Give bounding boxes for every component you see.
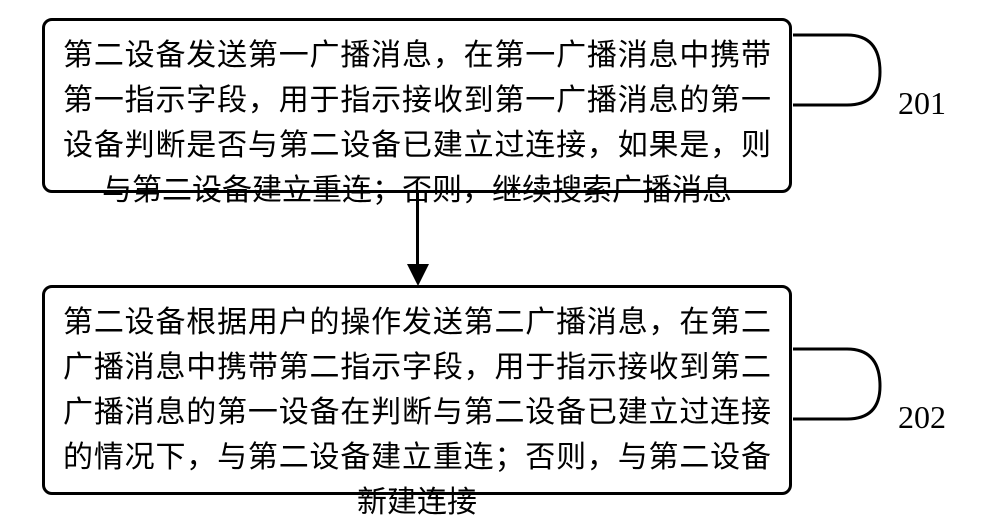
arrow-head-icon (407, 264, 429, 286)
connector-202-icon (792, 346, 892, 496)
flowchart-container: 第二设备发送第一广播消息，在第一广播消息中携带第一指示字段，用于指示接收到第一广… (0, 0, 1000, 512)
flow-step-201: 第二设备发送第一广播消息，在第一广播消息中携带第一指示字段，用于指示接收到第一广… (42, 18, 792, 193)
label-201: 201 (898, 85, 946, 122)
step-202-text: 第二设备根据用户的操作发送第二广播消息，在第二广播消息中携带第二指示字段，用于指… (63, 300, 771, 525)
label-202: 202 (898, 399, 946, 436)
flow-step-202: 第二设备根据用户的操作发送第二广播消息，在第二广播消息中携带第二指示字段，用于指… (42, 285, 792, 495)
step-201-text: 第二设备发送第一广播消息，在第一广播消息中携带第一指示字段，用于指示接收到第一广… (63, 33, 771, 213)
arrow-line (416, 193, 419, 268)
connector-201-icon (792, 32, 892, 182)
